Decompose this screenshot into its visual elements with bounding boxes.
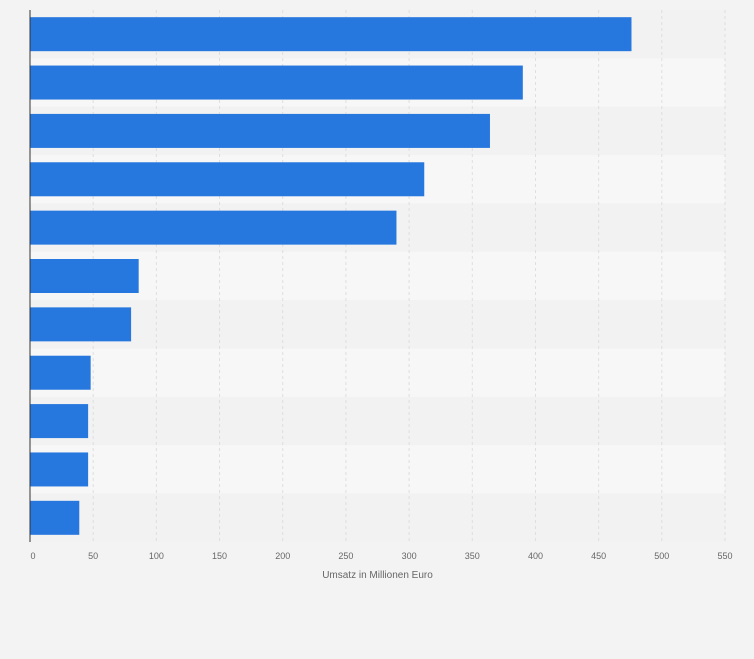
row-band bbox=[30, 251, 725, 301]
bar[interactable] bbox=[30, 307, 132, 342]
x-tick-label: 400 bbox=[528, 551, 543, 561]
row-band bbox=[30, 396, 725, 446]
bars bbox=[30, 17, 632, 535]
bar[interactable] bbox=[30, 113, 490, 148]
x-tick-label: 0 bbox=[30, 551, 35, 561]
bar[interactable] bbox=[30, 452, 89, 487]
x-tick-label: 50 bbox=[88, 551, 98, 561]
bar[interactable] bbox=[30, 500, 80, 535]
bar[interactable] bbox=[30, 404, 89, 439]
bar[interactable] bbox=[30, 355, 91, 390]
row-band bbox=[30, 445, 725, 494]
x-tick-label: 450 bbox=[591, 551, 606, 561]
bar[interactable] bbox=[30, 162, 425, 197]
bar[interactable] bbox=[30, 17, 632, 52]
x-tick-label: 500 bbox=[654, 551, 669, 561]
x-tick-label: 550 bbox=[717, 551, 732, 561]
bar[interactable] bbox=[30, 259, 139, 293]
x-tick-labels: 0 50 100 150 200 250 300 350 400 450 500 550 bbox=[30, 551, 732, 561]
x-tick-label: 150 bbox=[212, 551, 227, 561]
row-band bbox=[30, 493, 725, 542]
x-tick-label: 100 bbox=[149, 551, 164, 561]
x-tick-label: 250 bbox=[338, 551, 353, 561]
row-band bbox=[30, 348, 725, 397]
x-tick-label: 300 bbox=[402, 551, 417, 561]
x-tick-label: 350 bbox=[465, 551, 480, 561]
row-band bbox=[30, 300, 725, 349]
x-axis-title: Umsatz in Millionen Euro bbox=[322, 570, 433, 581]
bar[interactable] bbox=[30, 210, 397, 245]
x-tick-label: 200 bbox=[275, 551, 290, 561]
bar[interactable] bbox=[30, 65, 523, 100]
